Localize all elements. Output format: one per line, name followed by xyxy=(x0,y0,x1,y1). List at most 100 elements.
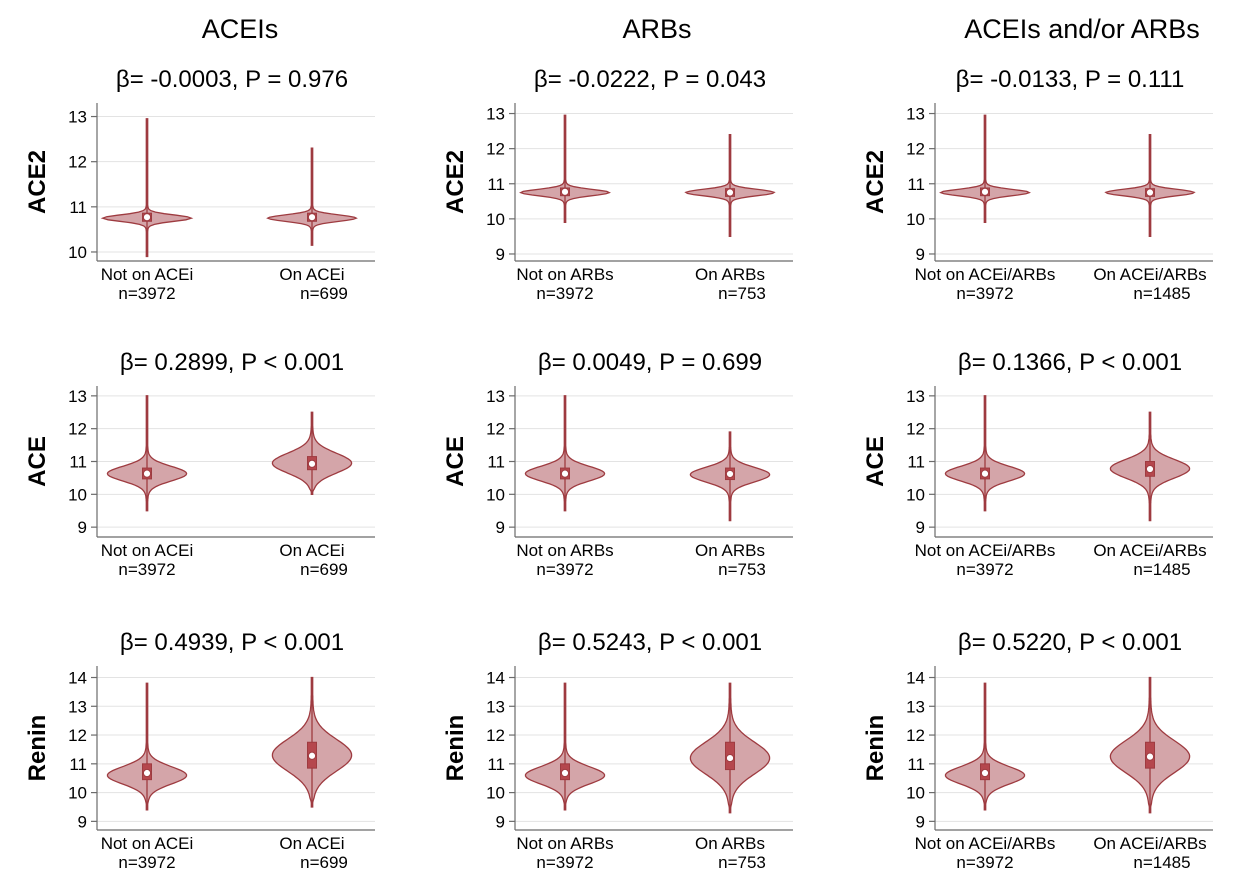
x-category-label: Not on ACEi/ARBs xyxy=(915,265,1056,284)
panel-title: β= -0.0003, P = 0.976 xyxy=(116,66,348,93)
x-category-label: Not on ARBs xyxy=(516,541,613,560)
group-n-label: n=3972 xyxy=(118,853,175,871)
y-tick-label: 13 xyxy=(68,697,87,716)
group-n-label: n=3972 xyxy=(956,853,1013,871)
median-marker xyxy=(142,469,152,478)
y-tick-label: 9 xyxy=(916,518,925,537)
y-tick-label: 9 xyxy=(496,245,505,264)
y-tick-label: 12 xyxy=(68,153,87,172)
y-tick-label: 14 xyxy=(68,669,87,688)
y-tick-label: 9 xyxy=(496,518,505,537)
median-marker xyxy=(1145,464,1155,474)
y-tick-label: 13 xyxy=(486,387,505,406)
x-category-label: On ACEi/ARBs xyxy=(1093,541,1206,560)
y-axis-label: ACE2 xyxy=(862,150,889,214)
y-tick-label: 10 xyxy=(486,485,505,504)
panel-title: β= 0.4939, P < 0.001 xyxy=(120,629,344,656)
group-n-label: n=1485 xyxy=(1133,284,1190,303)
median-marker xyxy=(725,188,735,197)
y-tick-label: 10 xyxy=(68,243,87,262)
x-category-label: On ARBs xyxy=(695,834,765,853)
y-tick-label: 11 xyxy=(69,755,87,774)
x-category-label: On ACEi xyxy=(279,265,344,284)
y-tick-label: 13 xyxy=(486,105,505,124)
median-marker xyxy=(725,469,735,479)
median-marker xyxy=(980,768,990,778)
y-tick-label: 12 xyxy=(486,140,505,159)
y-tick-label: 13 xyxy=(486,697,505,716)
y-tick-label: 13 xyxy=(906,105,925,124)
y-tick-label: 10 xyxy=(906,784,925,803)
y-tick-label: 10 xyxy=(906,485,925,504)
y-axis-label: Renin xyxy=(442,715,469,782)
column-title-aceis-and-or-arbs: ACEIs and/or ARBs xyxy=(964,14,1200,44)
y-tick-label: 10 xyxy=(906,210,925,229)
y-tick-label: 11 xyxy=(487,755,505,774)
group-n-label: n=699 xyxy=(300,284,348,303)
y-axis-label: Renin xyxy=(24,715,51,782)
median-marker xyxy=(142,213,152,222)
panel-ace2-2: β= -0.0133, P = 0.111 ACE2 9 10 11 12 13 Not on… xyxy=(862,66,1213,303)
group-n-label: n=3972 xyxy=(118,284,175,303)
group-n-label: n=3972 xyxy=(536,560,593,579)
y-tick-label: 9 xyxy=(78,518,87,537)
group-n-label: n=699 xyxy=(300,560,348,579)
y-tick-label: 11 xyxy=(69,453,87,472)
column-title-aceis: ACEIs xyxy=(202,14,279,44)
y-tick-label: 11 xyxy=(487,175,505,194)
x-category-label: On ACEi/ARBs xyxy=(1093,265,1206,284)
x-category-label: On ACEi/ARBs xyxy=(1093,834,1206,853)
panel-title: β= 0.1366, P < 0.001 xyxy=(958,349,1182,376)
y-axis-label: Renin xyxy=(862,715,889,782)
y-axis-label: ACE xyxy=(862,436,889,487)
y-tick-label: 9 xyxy=(916,245,925,264)
x-category-label: Not on ARBs xyxy=(516,265,613,284)
median-marker xyxy=(307,751,317,760)
panel-title: β= 0.5243, P < 0.001 xyxy=(538,629,762,656)
column-title-arbs: ARBs xyxy=(622,14,691,44)
panel-ace2-0: β= -0.0003, P = 0.976 ACE2 10 11 12 13 Not on … xyxy=(24,66,375,303)
y-tick-label: 11 xyxy=(907,755,925,774)
group-n-label: n=699 xyxy=(300,853,348,871)
group-n-label: n=1485 xyxy=(1133,560,1190,579)
x-category-label: Not on ACEi xyxy=(101,834,194,853)
panel-title: β= -0.0133, P = 0.111 xyxy=(956,66,1185,93)
y-tick-label: 10 xyxy=(486,210,505,229)
x-category-label: On ARBs xyxy=(695,541,765,560)
panel-ace2-1: β= -0.0222, P = 0.043 ACE2 9 10 11 12 13 Not on… xyxy=(442,66,793,303)
y-tick-label: 9 xyxy=(916,812,925,831)
x-category-label: Not on ARBs xyxy=(516,834,613,853)
x-category-label: Not on ACEi xyxy=(101,265,194,284)
y-tick-label: 12 xyxy=(906,420,925,439)
y-tick-label: 10 xyxy=(68,784,87,803)
y-tick-label: 13 xyxy=(68,387,87,406)
y-axis-label: ACE xyxy=(24,436,51,487)
panel-renin-0: β= 0.4939, P < 0.001 Renin 9 10 11 12 13 14 Not … xyxy=(24,629,375,871)
y-tick-label: 11 xyxy=(907,453,925,472)
x-category-label: On ARBs xyxy=(695,265,765,284)
y-tick-label: 11 xyxy=(907,175,925,194)
y-tick-label: 12 xyxy=(906,140,925,159)
y-tick-label: 14 xyxy=(906,669,925,688)
y-tick-label: 12 xyxy=(906,726,925,745)
panels-grid: β= -0.0003, P = 0.976 ACE2 10 11 12 13 Not on … xyxy=(24,66,1213,871)
y-tick-label: 13 xyxy=(68,108,87,127)
median-marker xyxy=(560,768,570,778)
panel-title: β= 0.5220, P < 0.001 xyxy=(958,629,1182,656)
panel-title: β= 0.2899, P < 0.001 xyxy=(120,349,344,376)
y-tick-label: 11 xyxy=(487,453,505,472)
y-tick-label: 14 xyxy=(486,669,505,688)
median-marker xyxy=(307,459,317,468)
panel-title: β= -0.0222, P = 0.043 xyxy=(534,66,766,93)
y-tick-label: 13 xyxy=(906,387,925,406)
y-tick-label: 12 xyxy=(486,420,505,439)
y-axis-label: ACE2 xyxy=(442,150,469,214)
group-n-label: n=3972 xyxy=(536,853,593,871)
group-n-label: n=3972 xyxy=(536,284,593,303)
x-category-label: On ACEi xyxy=(279,834,344,853)
y-tick-label: 10 xyxy=(68,485,87,504)
y-tick-label: 13 xyxy=(906,697,925,716)
y-tick-label: 11 xyxy=(69,198,87,217)
group-n-label: n=753 xyxy=(718,853,766,871)
panel-title: β= 0.0049, P = 0.699 xyxy=(538,349,762,376)
